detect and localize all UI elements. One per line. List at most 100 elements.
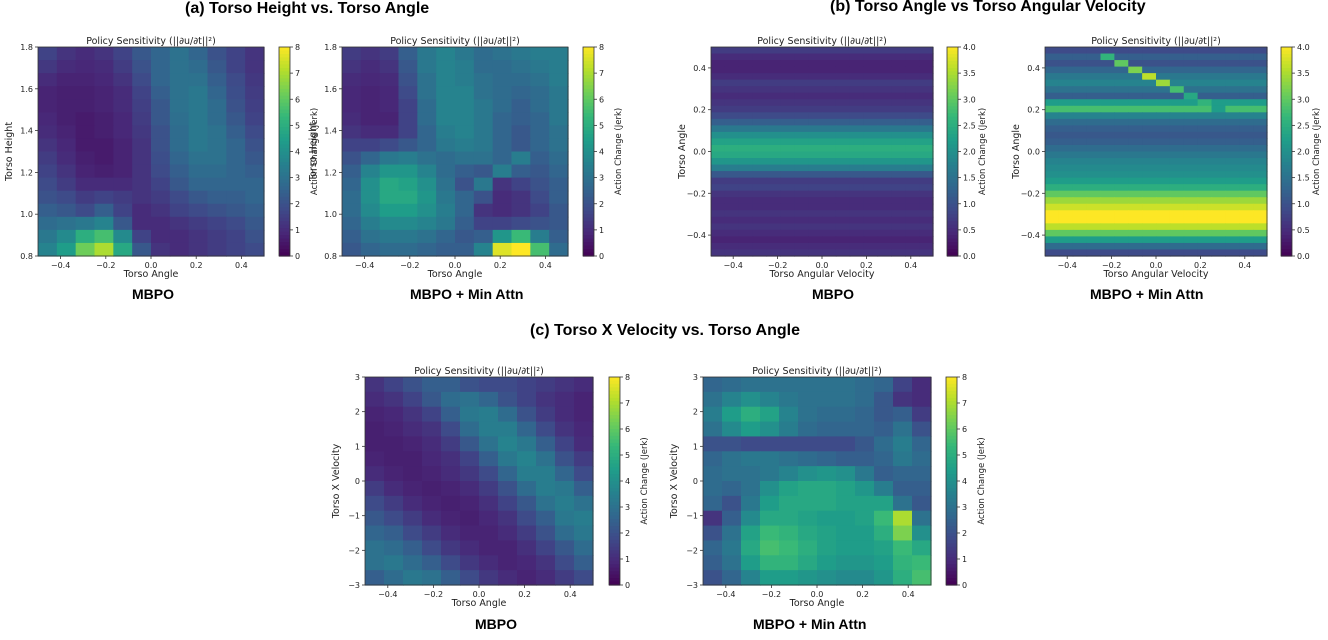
heatmap-cell-a2: [473, 203, 494, 218]
heatmap-cell-b2: [1239, 99, 1254, 107]
heatmap-cell-b2: [1211, 249, 1226, 257]
heatmap-cell-b1: [863, 164, 879, 172]
heatmap-cell-a2: [455, 203, 475, 218]
heatmap-cell-b1: [822, 158, 837, 166]
heatmap-cell-c1: [517, 481, 537, 497]
y-tick-label-c2: −1: [686, 512, 698, 521]
y-tick-label-c1: −2: [348, 546, 360, 555]
y-tick-label-a1: 1.6: [20, 85, 33, 94]
heatmap-cell-c2: [912, 510, 932, 527]
heatmap-cell-a1: [132, 177, 152, 192]
heatmap-cell-b2: [1086, 86, 1102, 94]
heatmap-cell-c1: [365, 540, 385, 556]
heatmap-cell-c2: [722, 525, 742, 542]
colorbar-segment-c2: [946, 394, 957, 399]
heatmap-cell-b2: [1253, 79, 1268, 87]
y-tick-label-c1: −1: [348, 512, 360, 521]
heatmap-cell-b1: [752, 99, 768, 107]
heatmap-cell-b2: [1045, 125, 1060, 133]
heatmap-cell-b1: [919, 105, 934, 113]
heatmap-cell-b1: [711, 210, 726, 218]
heatmap-cell-a1: [75, 190, 96, 205]
heatmap-cell-a1: [207, 125, 227, 140]
colorbar-segment-b2: [1281, 120, 1292, 125]
colorbar-segment-a1: [279, 154, 290, 160]
heatmap-cell-b2: [1058, 249, 1074, 257]
colorbar-tick-label-b1: 3.5: [963, 69, 976, 78]
heatmap-cell-b1: [808, 171, 823, 179]
heatmap-cell-b1: [794, 53, 809, 61]
heatmap-cell-a1: [56, 99, 77, 113]
heatmap-cell-b1: [877, 118, 892, 126]
colorbar-segment-c1: [609, 425, 620, 430]
heatmap-cell-c1: [498, 495, 518, 512]
heatmap-cell-a1: [75, 177, 96, 192]
heatmap-cell-b1: [849, 53, 865, 61]
heatmap-cell-b1: [891, 144, 906, 153]
heatmap-cell-b2: [1156, 236, 1171, 244]
heatmap-cell-a1: [132, 190, 152, 205]
heatmap-cell-b1: [738, 47, 754, 55]
heatmap-cell-b1: [794, 73, 809, 81]
colorbar-segment-b1: [947, 221, 958, 226]
heatmap-cell-a2: [379, 60, 400, 74]
heatmap-cell-b1: [822, 125, 837, 133]
heatmap-cell-b2: [1169, 223, 1185, 231]
heatmap-cell-a2: [511, 229, 531, 244]
colorbar-segment-a2: [583, 158, 594, 163]
heatmap-cell-a1: [113, 47, 133, 61]
x-tick-label-b2: 0.4: [1238, 261, 1251, 270]
heatmap-cell-b1: [766, 164, 781, 172]
heatmap-cell-b1: [738, 190, 754, 198]
colorbar-segment-b2: [1281, 217, 1292, 222]
heatmap-cell-b1: [794, 99, 809, 107]
y-tick-label-c2: −3: [686, 581, 698, 590]
heatmap-cell-b2: [1086, 242, 1102, 251]
heatmap-cell-b2: [1169, 242, 1185, 251]
heatmap-cell-b1: [766, 216, 781, 224]
heatmap-cell-a1: [132, 164, 152, 179]
heatmap-cell-b1: [766, 236, 781, 244]
heatmap-cell-b2: [1086, 47, 1102, 55]
heatmap-cell-b2: [1114, 138, 1129, 146]
colorbar-segment-a1: [279, 120, 290, 125]
colorbar-segment-c1: [609, 432, 620, 437]
heatmap-cell-b1: [877, 242, 892, 251]
heatmap-cell-c1: [365, 421, 385, 438]
heatmap-cell-b2: [1197, 190, 1213, 198]
heatmap-cell-b2: [1183, 177, 1199, 185]
heatmap-cell-b1: [808, 144, 823, 153]
colorbar-segment-b1: [947, 130, 958, 135]
heatmap-cell-b1: [711, 197, 726, 205]
heatmap-cell-b1: [738, 164, 754, 172]
colorbar-segment-a1: [279, 252, 290, 257]
heatmap-cell-b1: [808, 118, 823, 126]
heatmap-cell-a1: [113, 125, 133, 140]
heatmap-cell-b2: [1211, 79, 1226, 87]
heatmap-cell-a1: [245, 242, 265, 257]
colorbar-segment-c1: [609, 494, 620, 499]
heatmap-cell-b2: [1156, 229, 1171, 238]
heatmap-cell-c2: [760, 510, 780, 527]
heatmap-cell-b2: [1058, 177, 1074, 185]
heatmap-cell-c2: [798, 495, 818, 512]
heatmap-cell-b1: [835, 92, 851, 100]
heatmap-cell-b1: [724, 79, 740, 87]
heatmap-cell-a1: [169, 60, 190, 74]
heatmap-cell-c1: [479, 495, 499, 512]
heatmap-cell-b2: [1197, 118, 1213, 126]
heatmap-cell-b1: [752, 242, 768, 251]
heatmap-cell-a1: [94, 151, 114, 166]
colorbar-segment-c1: [609, 539, 620, 544]
colorbar-segment-a2: [583, 245, 594, 250]
colorbar-segment-b2: [1281, 200, 1292, 205]
heatmap-cell-c2: [836, 540, 856, 556]
heatmap-cell-c2: [855, 391, 875, 408]
heatmap-cell-b1: [766, 242, 781, 251]
colorbar-segment-a1: [279, 50, 290, 55]
heatmap-cell-a1: [94, 112, 114, 126]
heatmap-cell-a2: [360, 164, 381, 179]
heatmap-cell-b1: [711, 229, 726, 238]
colorbar-segment-a1: [279, 88, 290, 93]
heatmap-cell-b2: [1114, 73, 1129, 81]
